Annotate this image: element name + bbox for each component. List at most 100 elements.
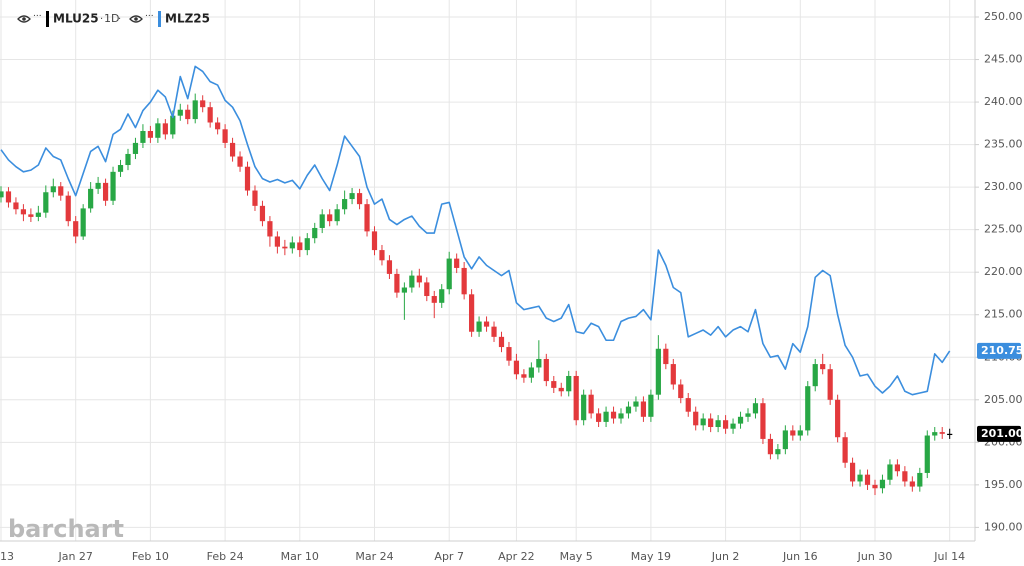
y-tick-label: 225.00 [984,223,1023,236]
legend-swatch [46,11,49,27]
candle-body [0,191,4,198]
x-tick-label: Feb 10 [132,550,169,563]
candle-body [685,398,691,412]
candle-body [140,130,146,143]
x-tick-label: Apr 22 [498,550,535,563]
candle-body [386,260,393,274]
y-tick-label: 235.00 [984,138,1023,151]
candle-body [528,367,534,378]
last-value-box [977,342,1021,359]
candle-body [327,214,333,222]
candle-body [947,433,953,436]
candle-body [678,384,684,399]
candle-body [902,471,908,482]
candle-body [536,358,542,368]
candle-body [252,190,258,206]
x-tick-label: Feb 24 [207,550,244,563]
candle-body [581,394,587,421]
eye-pupil [22,17,26,21]
x-tick-label: Jun 16 [782,550,818,563]
candle-body [805,386,811,431]
candle-body [88,188,94,209]
candle-body [289,242,295,249]
candle-body [461,267,467,295]
candle-body [640,401,647,417]
eye-icon[interactable] [17,15,31,23]
candle-body [708,418,714,428]
candle-body [379,250,385,261]
candle-body [625,406,632,414]
candle-body [849,462,856,482]
line-series [0,65,951,396]
candle-body [491,326,497,337]
x-tick-label: Jan 27 [57,550,92,563]
candle-body [177,109,183,116]
y-tick-label: 220.00 [984,265,1023,278]
x-tick-label: Apr 7 [434,550,464,563]
eye-icon[interactable] [129,15,143,23]
candle-body [132,142,139,154]
candle-body [655,348,661,395]
grid [0,0,975,541]
candle-body [147,130,153,138]
candle-body [700,418,706,426]
candle-body [162,123,168,135]
candle-body [334,209,340,222]
candle-body [13,202,19,210]
candle-body [28,214,34,217]
candle-body [185,109,191,120]
y-tick-label: 195.00 [984,478,1023,491]
candle-body [521,374,527,378]
candle-body [820,364,826,370]
candle-body [827,369,833,400]
candle-body [722,420,729,429]
candle-body [483,321,490,327]
candle-body [469,294,475,332]
last-value-box [977,425,1021,442]
candle-body [670,364,676,385]
candle-body [5,191,12,203]
candle-body [909,481,915,487]
candle-body [498,336,505,348]
candle-body [401,287,407,293]
legend-item[interactable]: ··· MLU25 · 1D · [17,11,121,27]
candle-body [43,192,49,213]
menu-dots[interactable]: ··· [145,12,154,22]
candle-body [887,464,893,480]
candle-body [924,435,930,473]
legend[interactable]: ··· MLU25 · 1D · ··· MLZ25 [17,11,210,27]
candle-body [319,214,325,228]
candle-body [312,227,318,239]
x-tick-label: Jul 14 [933,550,965,563]
candle-body [215,122,221,130]
candle-body [573,375,579,421]
candle-body [618,413,624,419]
marks [0,65,953,496]
candle-body [170,115,176,135]
candle-body [767,438,774,455]
legend-label[interactable]: MLU25 [53,12,99,26]
candle-body [917,472,923,487]
candle-body [364,204,370,232]
candle-body [297,242,303,251]
candle-body [117,165,124,172]
candle-body [939,432,945,434]
menu-dots[interactable]: ··· [33,12,42,22]
legend-item[interactable]: ··· MLZ25 [129,11,210,27]
x-tick-label: Jun 2 [711,550,740,563]
candle-body [229,142,236,157]
y-tick-label: 215.00 [984,308,1023,321]
candle-body [20,209,27,215]
candle-body [155,123,161,138]
candle-body [872,484,878,489]
candle-body [782,430,788,450]
candle-body [102,182,109,201]
candle-body [431,296,437,303]
candle-body [304,238,310,251]
legend-label[interactable]: MLZ25 [165,12,210,26]
candle-body [282,246,288,249]
candle-body [274,236,280,247]
candle-body [110,171,116,201]
